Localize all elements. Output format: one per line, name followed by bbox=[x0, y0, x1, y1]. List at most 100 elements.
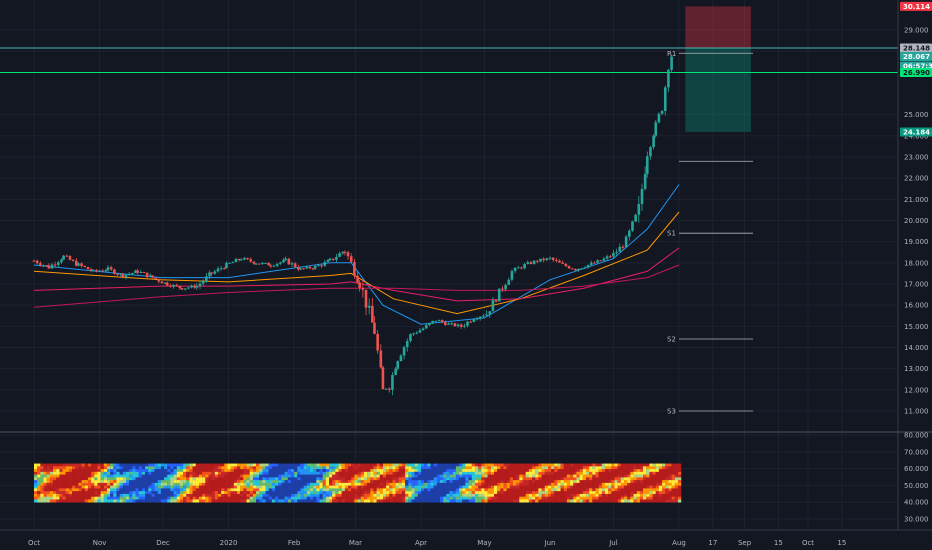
heat-cell bbox=[395, 496, 399, 500]
time-tick-label: 2020 bbox=[220, 539, 238, 547]
heat-cell bbox=[205, 482, 209, 486]
heat-cell bbox=[652, 499, 656, 503]
heat-cell bbox=[262, 496, 266, 500]
heat-cell bbox=[335, 469, 339, 473]
heat-cell bbox=[474, 466, 479, 470]
heat-cell bbox=[252, 463, 257, 467]
heat-cell bbox=[392, 463, 396, 467]
heat-cell bbox=[389, 471, 393, 475]
heat-cell bbox=[287, 471, 292, 475]
heat-cell bbox=[468, 474, 472, 478]
heat-cell bbox=[281, 493, 285, 497]
heat-cell bbox=[449, 496, 453, 500]
heat-cell bbox=[313, 474, 317, 478]
heat-cell bbox=[462, 480, 466, 484]
heat-cell bbox=[129, 488, 133, 492]
heat-cell bbox=[173, 477, 177, 481]
heat-cell bbox=[538, 496, 542, 500]
time-tick-label: Aug bbox=[672, 539, 686, 547]
heat-cell bbox=[110, 471, 114, 475]
heat-cell bbox=[608, 482, 612, 486]
heat-cell bbox=[408, 499, 412, 503]
heat-cell bbox=[554, 488, 558, 492]
candle-body bbox=[290, 263, 294, 265]
heat-cell bbox=[198, 493, 203, 497]
heat-cell bbox=[620, 491, 625, 495]
heat-cell bbox=[652, 493, 656, 497]
heat-cell bbox=[62, 491, 66, 495]
heat-cell bbox=[608, 493, 612, 497]
heat-cell bbox=[141, 469, 146, 473]
heat-cell bbox=[617, 491, 621, 495]
price-tick-label: 11.000 bbox=[904, 408, 929, 416]
heat-cell bbox=[265, 477, 269, 481]
heat-cell bbox=[468, 482, 472, 486]
heat-cell bbox=[214, 480, 219, 484]
heat-cell bbox=[436, 480, 441, 484]
heat-cell bbox=[217, 496, 222, 500]
heat-cell bbox=[512, 496, 517, 500]
heat-cell bbox=[151, 463, 155, 467]
heat-cell bbox=[297, 463, 301, 467]
heat-cell bbox=[503, 477, 507, 481]
heat-cell bbox=[440, 474, 444, 478]
heat-cell bbox=[46, 496, 50, 500]
price-tick-label: 16.000 bbox=[904, 302, 929, 310]
heat-cell bbox=[598, 499, 602, 503]
heat-cell bbox=[265, 463, 269, 467]
heat-cell bbox=[268, 493, 273, 497]
time-tick-label: Oct bbox=[28, 539, 40, 547]
heat-cell bbox=[287, 474, 292, 478]
heat-cell bbox=[135, 480, 139, 484]
heat-cell bbox=[132, 471, 136, 475]
heat-cell bbox=[386, 471, 390, 475]
heat-cell bbox=[208, 485, 212, 489]
heat-cell bbox=[297, 469, 301, 473]
heat-cell bbox=[154, 496, 158, 500]
heat-cell bbox=[354, 488, 358, 492]
heat-cell bbox=[221, 491, 225, 495]
heat-cell bbox=[532, 469, 536, 473]
heat-cell bbox=[179, 469, 184, 473]
price-badge bbox=[900, 43, 932, 53]
heat-cell bbox=[443, 463, 447, 467]
heat-cell bbox=[313, 466, 317, 470]
heat-cell bbox=[259, 493, 263, 497]
heat-cell bbox=[471, 499, 476, 503]
heat-cell bbox=[65, 466, 70, 470]
heat-cell bbox=[389, 482, 393, 486]
heat-cell bbox=[643, 493, 647, 497]
heat-cell bbox=[259, 466, 263, 470]
heat-cell bbox=[275, 491, 279, 495]
heat-cell bbox=[300, 488, 304, 492]
heat-cell bbox=[129, 466, 133, 470]
heat-cell bbox=[509, 493, 514, 497]
heat-cell bbox=[506, 474, 510, 478]
heat-cell bbox=[294, 474, 298, 478]
heat-cell bbox=[91, 488, 95, 492]
candle-body bbox=[205, 276, 208, 282]
heat-cell bbox=[601, 480, 606, 484]
heat-cell bbox=[665, 499, 669, 503]
heat-cell bbox=[573, 477, 577, 481]
heat-cell bbox=[652, 471, 656, 475]
candle-body bbox=[434, 320, 438, 322]
heat-cell bbox=[195, 499, 200, 503]
heat-cell bbox=[363, 474, 368, 478]
heat-cell bbox=[278, 496, 282, 500]
heat-cell bbox=[186, 477, 190, 481]
heat-cell bbox=[674, 471, 679, 475]
heat-cell bbox=[300, 493, 304, 497]
heat-cell bbox=[348, 471, 352, 475]
heat-cell bbox=[313, 480, 317, 484]
heat-cell bbox=[94, 499, 98, 503]
heat-cell bbox=[224, 469, 228, 473]
heat-cell bbox=[122, 477, 127, 481]
heat-cell bbox=[500, 480, 504, 484]
candle-body bbox=[252, 261, 256, 264]
heat-cell bbox=[179, 493, 184, 497]
heat-cell bbox=[614, 493, 618, 497]
heat-cell bbox=[411, 463, 415, 467]
heat-cell bbox=[40, 466, 44, 470]
